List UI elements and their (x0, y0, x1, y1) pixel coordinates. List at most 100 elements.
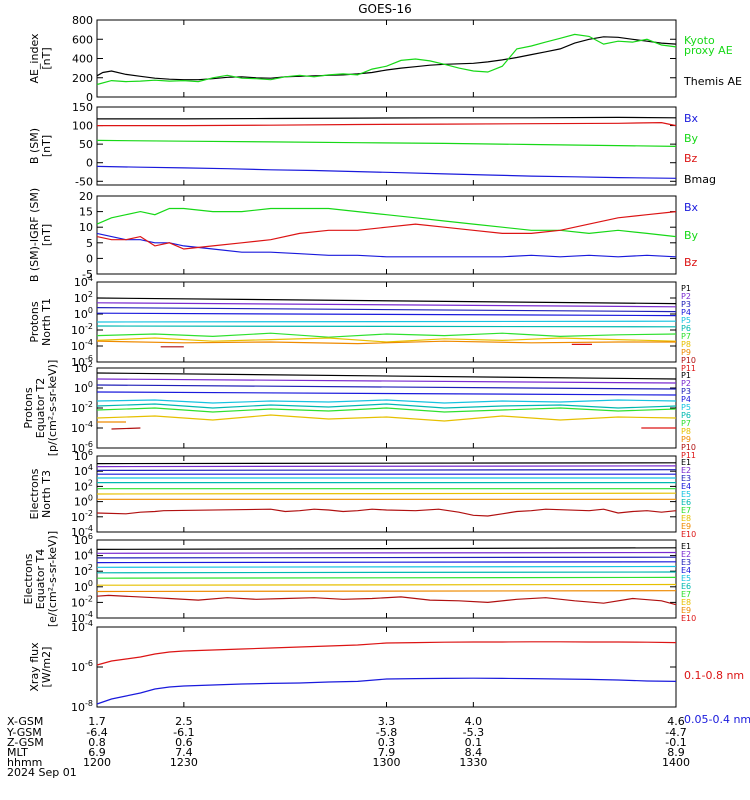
x-axis-row-value: 2.5 (175, 715, 193, 728)
series-line-kyoto-proxy-ae (96, 33, 677, 86)
legend-entry: P10 (681, 356, 696, 365)
y-tick-label: 200 (72, 72, 93, 85)
series-line-p7 (96, 407, 677, 413)
panel-b_sm: -50 0 50 100 150 B (SM) [nT] Bx By Bz Bmag (28, 101, 716, 188)
legend-entry: Bmag (684, 173, 716, 186)
legend-entry: E10 (681, 614, 696, 623)
y-axis-label: [W/m2] (40, 647, 53, 688)
x-axis-row-value: 1330 (459, 756, 487, 769)
legend-entry: E9 (681, 522, 691, 531)
x-axis-row-value: 4.6 (667, 715, 685, 728)
x-axis-row-value: 7.4 (175, 746, 193, 759)
y-tick-label: 10-4 (71, 610, 93, 625)
series-line-e2 (96, 465, 677, 468)
series-line-p2 (96, 378, 677, 384)
y-tick-label: 600 (72, 33, 93, 46)
legend-entry: P8 (681, 427, 691, 436)
y-tick-label: 0 (86, 252, 93, 265)
panel-frame (96, 626, 677, 708)
y-tick-label: 102 (74, 563, 93, 578)
series-line-p7 (96, 332, 677, 338)
y-tick-label: 10-2 (71, 509, 93, 524)
x-axis-row-label: Y-GSM (6, 726, 42, 739)
series-line-e2 (96, 551, 677, 554)
series-line-p6 (96, 325, 677, 328)
legend-entry: E6 (681, 498, 691, 507)
series-line-p6 (96, 403, 677, 409)
legend-entry: E4 (681, 566, 691, 575)
legend-entry: E2 (681, 466, 691, 475)
y-tick-label: 100 (72, 120, 93, 133)
series-line-bx (96, 232, 677, 258)
legend-entry: E1 (681, 458, 691, 467)
x-axis-row-label: X-GSM (7, 715, 43, 728)
series-line-e3 (96, 556, 677, 559)
x-axis-row-value: 0.1 (465, 736, 483, 749)
y-tick-label: 102 (74, 360, 93, 375)
x-axis-row-value: 8.9 (667, 746, 685, 759)
legend-entry: 0.05-0.4 nm (684, 713, 750, 726)
series-line-p5 (96, 399, 677, 404)
legend-entry: E2 (681, 550, 691, 559)
y-axis-label: Xray flux (28, 642, 41, 692)
y-axis-label: [nT] (40, 135, 53, 157)
y-tick-label: 10-4 (71, 619, 93, 634)
date-label: 2024 Sep 01 (7, 766, 77, 779)
y-tick-label: 10-2 (71, 594, 93, 609)
y-axis-label: [p/(cm²-s-sr-keV)] (46, 360, 59, 457)
legend-entry: E4 (681, 482, 691, 491)
panel-frame (96, 19, 677, 98)
y-axis-label: B (SM) (28, 128, 41, 164)
series-line-bmag (97, 116, 677, 120)
y-tick-label: 10-4 (71, 338, 93, 353)
series-line-e10 (96, 594, 677, 606)
legend-entry: P6 (681, 411, 691, 420)
legend-entry: E8 (681, 598, 691, 607)
y-tick-label: 15 (79, 206, 93, 219)
y-tick-label: 10-6 (71, 354, 93, 369)
series-line-p8 (96, 337, 677, 343)
y-tick-label: 50 (79, 138, 93, 151)
legend-entry: P4 (681, 308, 691, 317)
series-line-e5 (96, 565, 677, 568)
series-line-e6 (96, 571, 677, 574)
series-line-bz (96, 211, 677, 250)
y-tick-label: 10-8 (71, 699, 93, 714)
series-line-by (96, 139, 677, 147)
x-axis-row-value: 8.4 (465, 746, 483, 759)
y-tick-label: 10-2 (71, 400, 93, 415)
series-line-p10 (111, 427, 141, 430)
panel-b_igrf: -5 0 5 10 15 20 B (SM)-IGRF (SM) [nT] Bx By Bz (28, 188, 699, 282)
y-tick-label: 5 (86, 237, 93, 250)
series-line-p8 (96, 414, 677, 422)
series-line-e1 (96, 547, 677, 551)
series-line-0-05-0-4-nm (96, 677, 677, 705)
legend-entry: P7 (681, 419, 691, 428)
legend-entry: Bz (684, 152, 698, 165)
x-axis-row-value: 3.3 (378, 715, 396, 728)
x-axis-row-label: hhmm (7, 756, 42, 769)
y-tick-label: 150 (72, 101, 93, 114)
y-tick-label: 100 (74, 494, 93, 509)
legend-entry: P8 (681, 340, 691, 349)
legend-entry: P6 (681, 324, 691, 333)
y-tick-label: 102 (74, 478, 93, 493)
legend-entry: P3 (681, 387, 691, 396)
series-line-p4 (96, 391, 677, 396)
x-axis-row-value: -6.4 (86, 726, 107, 739)
x-axis-row-value: 6.9 (88, 746, 106, 759)
x-axis-row-value: -6.1 (173, 726, 194, 739)
legend-entry: By (684, 229, 699, 242)
legend-entry: E6 (681, 582, 691, 591)
x-axis-row-value: 7.9 (378, 746, 396, 759)
legend-entry: E8 (681, 514, 691, 523)
legend-entry: P10 (681, 443, 696, 452)
x-axis-row-value: -5.3 (463, 726, 484, 739)
x-axis-row-value: -0.1 (665, 736, 686, 749)
y-tick-label: 100 (74, 306, 93, 321)
panel-xray: 10-8 10-6 10-4 Xray flux [W/m2] 0.1-0.8 nm 0.0… (28, 619, 750, 726)
y-axis-label: Equator T2 (34, 378, 47, 438)
series-line-e4 (96, 561, 677, 564)
